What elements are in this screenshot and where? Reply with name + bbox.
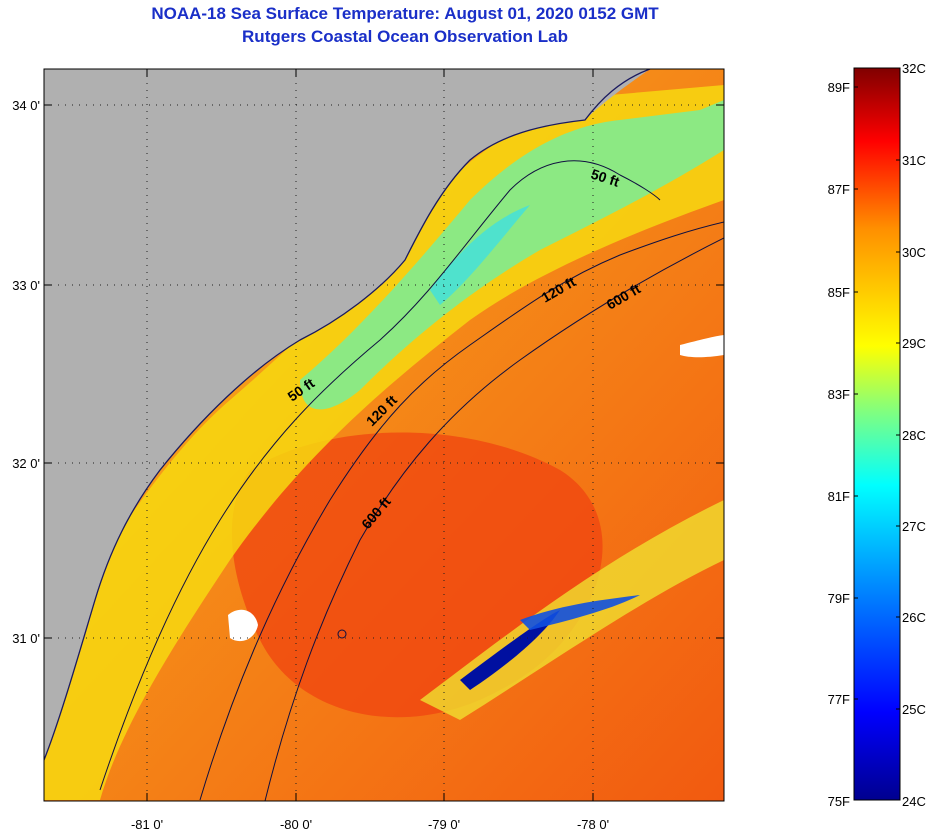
isobath-120ft — [199, 221, 724, 801]
cb-label-27c: 27C — [902, 519, 926, 534]
lat-label-33: 33 0' — [12, 278, 40, 293]
cb-label-85f: 85F — [828, 285, 850, 300]
lat-label-31: 31 0' — [12, 631, 40, 646]
cb-label-25c: 25C — [902, 702, 926, 717]
lon-label-81: -81 0' — [131, 817, 163, 832]
axis-ticks — [44, 69, 724, 801]
cb-label-83f: 83F — [828, 387, 850, 402]
cb-label-89f: 89F — [828, 80, 850, 95]
lon-label-78: -78 0' — [577, 817, 609, 832]
colorbar-ticks — [854, 86, 900, 710]
land-area — [44, 69, 650, 760]
cb-label-79f: 79F — [828, 591, 850, 606]
isobath-50ft — [99, 160, 661, 791]
lon-label-80: -80 0' — [280, 817, 312, 832]
lat-label-34: 34 0' — [12, 98, 40, 113]
isobath-600ft — [264, 237, 724, 801]
coastline — [44, 69, 651, 761]
grid-lines — [44, 69, 724, 801]
cb-label-26c: 26C — [902, 610, 926, 625]
cb-label-30c: 30C — [902, 245, 926, 260]
cb-label-75f: 75F — [828, 794, 850, 809]
colorbar — [853, 67, 901, 801]
cb-label-31c: 31C — [902, 153, 926, 168]
lon-label-79: -79 0' — [428, 817, 460, 832]
cloud-patch — [680, 335, 724, 358]
cb-label-81f: 81F — [828, 489, 850, 504]
lat-label-32: 32 0' — [12, 456, 40, 471]
cool-filament — [460, 610, 560, 690]
cb-label-77f: 77F — [828, 692, 850, 707]
cb-label-29c: 29C — [902, 336, 926, 351]
cool-filament-east — [520, 595, 640, 630]
cb-label-32c: 32C — [902, 61, 926, 76]
cloud-patch-west — [228, 609, 258, 642]
map-title: NOAA-18 Sea Surface Temperature: August … — [151, 4, 659, 23]
map-subtitle: Rutgers Coastal Ocean Observation Lab — [242, 27, 568, 46]
coldest-patch — [430, 205, 530, 305]
map-image — [44, 69, 724, 801]
shelf-band — [44, 85, 724, 800]
cb-label-24c: 24C — [902, 794, 926, 809]
map-frame — [43, 68, 725, 802]
cb-label-87f: 87F — [828, 182, 850, 197]
cb-label-28c: 28C — [902, 428, 926, 443]
cool-coastal-water — [300, 100, 724, 410]
